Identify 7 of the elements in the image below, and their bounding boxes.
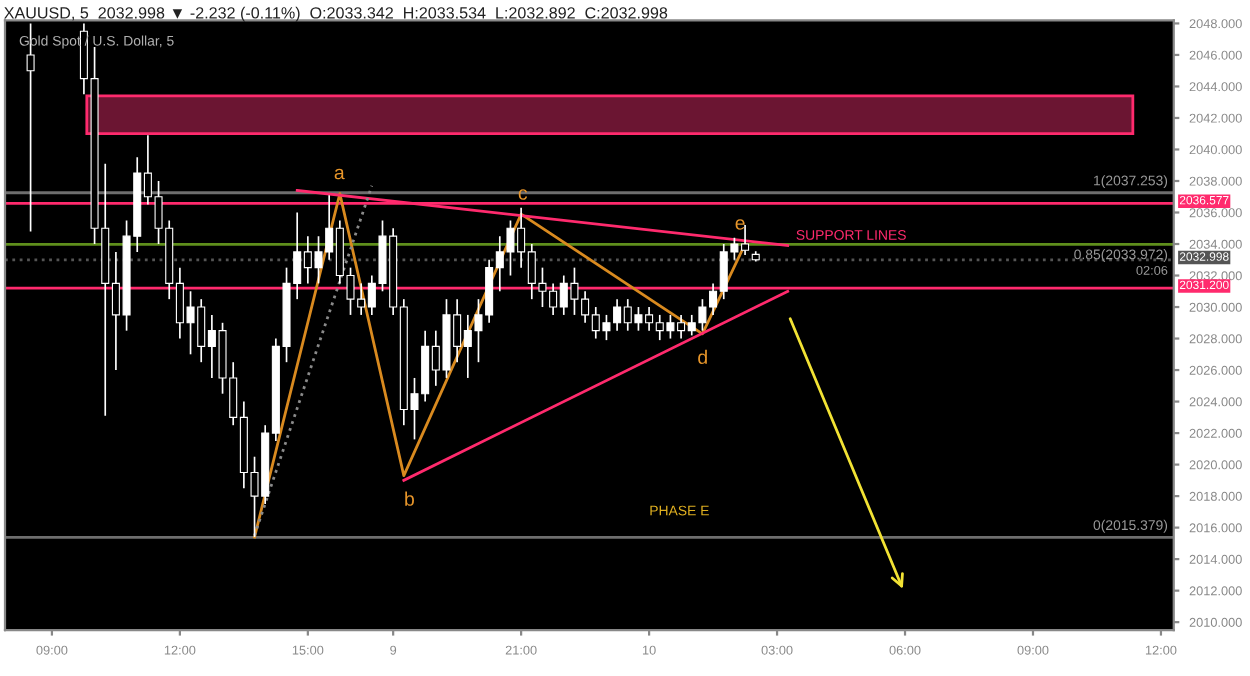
annotation: b bbox=[405, 491, 414, 506]
annotation: e bbox=[735, 219, 745, 230]
annotation: c bbox=[518, 189, 528, 200]
annotation: a bbox=[334, 168, 345, 180]
chart-title: XAUUSD, 5 2032.998 ▼ -2.232 (-0.11%) O:2033.342 H:2033.534 L:2032.892 C:2032.998 bbox=[4, 6, 668, 22]
annotation: d bbox=[698, 349, 707, 365]
line-series bbox=[253, 192, 747, 539]
